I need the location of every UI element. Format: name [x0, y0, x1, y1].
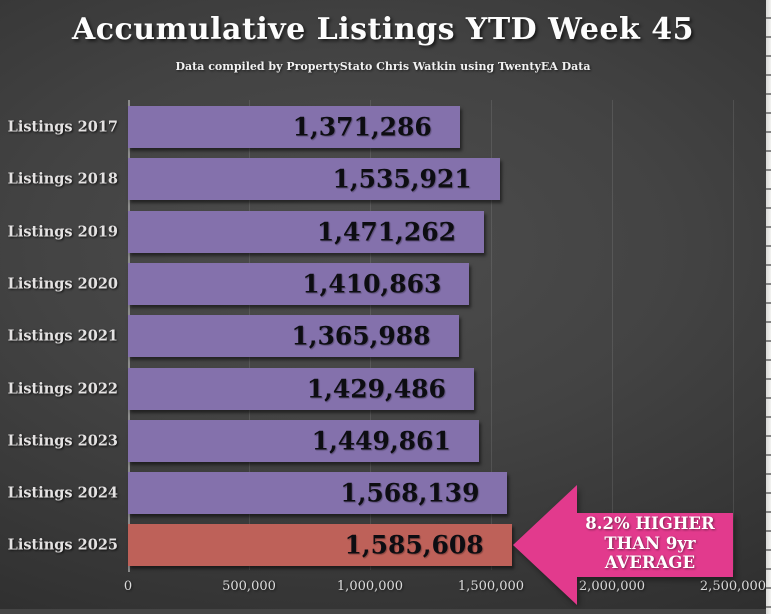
chart-row: Listings 2017 1,371,286 [0, 106, 766, 148]
bar-value-label: 1,371,286 [292, 112, 432, 142]
bar: 1,410,863 [128, 262, 470, 305]
bottom-edge [0, 609, 766, 614]
left-arrow-shape [513, 485, 733, 605]
category-label: Listings 2020 [7, 275, 118, 293]
category-label: Listings 2023 [7, 432, 118, 450]
bar: 1,568,139 [128, 472, 508, 515]
chart-row: Listings 2019 1,471,262 [0, 210, 766, 253]
category-label: Listings 2019 [7, 223, 118, 241]
category-label: Listings 2018 [7, 170, 118, 188]
x-tick-label: 1,000,000 [336, 579, 404, 594]
bar-value-label: 1,568,139 [340, 478, 480, 508]
chart-row: Listings 2022 1,429,486 [0, 367, 766, 410]
bar-value-label: 1,410,863 [302, 269, 442, 299]
annotation-text: 8.2% HIGHER THAN 9yr AVERAGE [577, 514, 733, 573]
annotation-line-2: THAN 9yr [604, 533, 696, 553]
category-label: Listings 2025 [7, 536, 118, 554]
annotation-line-1: 8.2% HIGHER [585, 514, 715, 533]
bar: 1,471,262 [128, 210, 485, 253]
category-label: Listings 2017 [7, 118, 118, 136]
annotation-line-3: AVERAGE [604, 553, 696, 572]
gridline [612, 100, 613, 570]
chart-title: Accumulative Listings YTD Week 45 [71, 12, 695, 47]
bar-value-label: 1,585,608 [344, 530, 484, 560]
chart-row: Listings 2021 1,365,988 [0, 315, 766, 358]
category-label: Listings 2022 [7, 380, 118, 397]
bar-value-label: 1,449,861 [311, 426, 451, 456]
bar: 1,449,861 [128, 419, 479, 462]
bar-value-label: 1,471,262 [316, 217, 457, 247]
bar-value-label: 1,535,921 [332, 164, 472, 194]
arrow-polygon [513, 485, 733, 605]
chart-row: Listings 2020 1,410,863 [0, 262, 766, 305]
x-tick-label: 2,000,000 [578, 579, 646, 594]
bar: 1,429,486 [128, 367, 474, 410]
bar: 1,365,988 [128, 315, 459, 358]
bar: 1,371,286 [128, 106, 460, 148]
bar: 1,585,608 [128, 524, 512, 567]
bar-value-label: 1,365,988 [291, 321, 431, 351]
bar: 1,535,921 [128, 158, 500, 201]
chart-row: Listings 2018 1,535,921 [0, 158, 766, 201]
x-tick-label: 2,500,000 [699, 579, 767, 594]
gridline [733, 100, 734, 570]
x-tick-label: 1,500,000 [457, 579, 525, 594]
category-label: Listings 2021 [7, 327, 118, 345]
chart-row: Listings 2025 1,585,608 [0, 524, 766, 567]
x-tick-label: 500,000 [222, 579, 276, 594]
chart-subtitle: Data compiled by PropertyStato Chris Wat… [175, 60, 591, 73]
chart-row: Listings 2023 1,449,861 [0, 419, 766, 462]
category-label: Listings 2024 [7, 484, 118, 502]
bar-value-label: 1,429,486 [306, 374, 446, 403]
ruler-strip [766, 0, 771, 614]
gridline [491, 100, 492, 570]
chart-row: Listings 2024 1,568,139 [0, 472, 766, 515]
x-tick-label: 0 [123, 579, 133, 594]
